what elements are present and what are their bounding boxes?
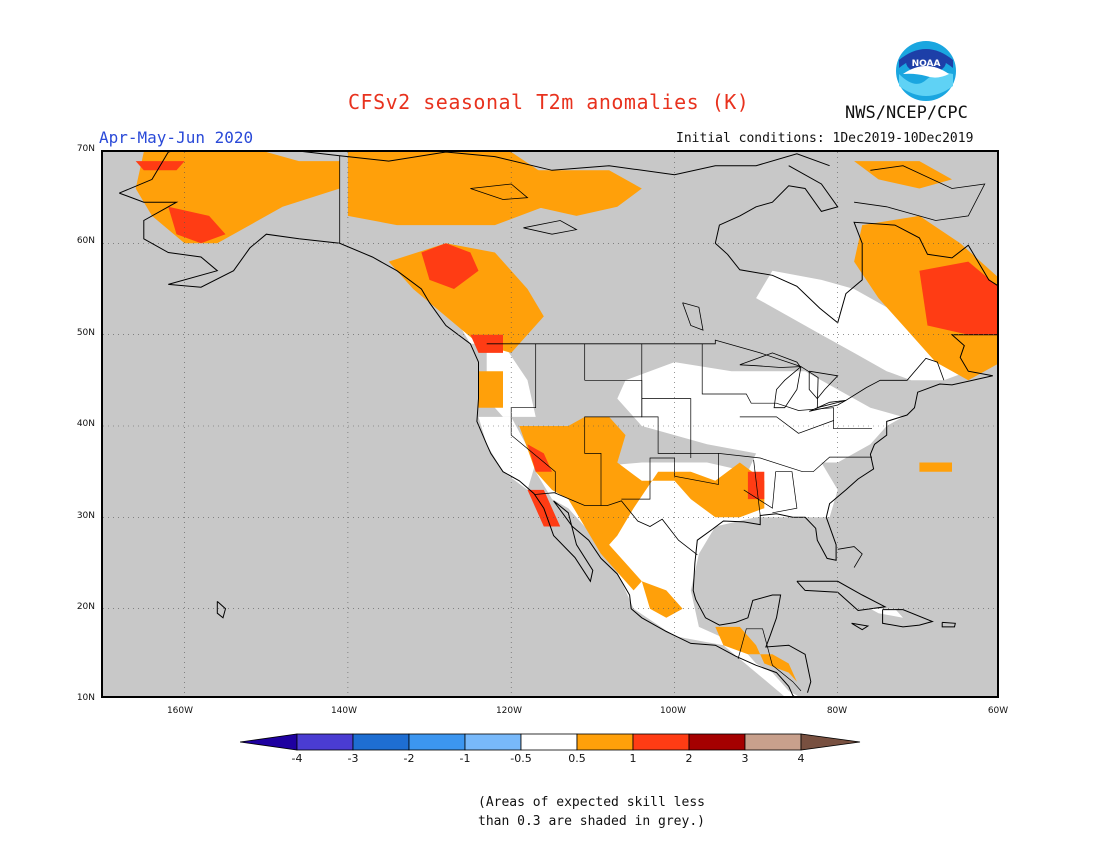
warm-region-central-america bbox=[715, 626, 797, 682]
coast-cuba bbox=[796, 580, 887, 612]
border-states-pacific bbox=[510, 343, 556, 493]
colorbar-bin-3 bbox=[408, 733, 466, 751]
border-mississippi-river bbox=[753, 459, 761, 516]
coast-jamaica bbox=[851, 622, 870, 631]
border-us-mexico bbox=[534, 492, 698, 556]
coast-bahamas bbox=[837, 546, 863, 568]
colorbar-tick: -3 bbox=[347, 752, 359, 765]
lake-erie bbox=[809, 400, 847, 412]
agency-label: NWS/NCEP/CPC bbox=[845, 103, 968, 123]
warm-region-yukon-nwt bbox=[347, 152, 552, 226]
colorbar-bin-1 bbox=[296, 733, 354, 751]
warm-region-nwt-east bbox=[527, 170, 642, 216]
colorbar-bin-6 bbox=[576, 733, 634, 751]
lat-label-50n: 50N bbox=[76, 328, 95, 338]
strong-warm-region-mississippi bbox=[747, 471, 765, 500]
colorbar-tick: -0.5 bbox=[510, 752, 532, 765]
white-region-california bbox=[478, 416, 536, 490]
colorbar-tick: -4 bbox=[291, 752, 303, 765]
border-states-ohio-valley bbox=[739, 416, 834, 434]
lat-label-30n: 30N bbox=[76, 511, 95, 521]
noaa-logo: NOAA bbox=[895, 40, 957, 106]
anomaly-map-svg bbox=[103, 152, 997, 696]
coast-atlantic-gulf bbox=[692, 221, 997, 693]
lake-huron bbox=[808, 370, 839, 400]
colorbar-tick: -2 bbox=[403, 752, 415, 765]
coast-hawaii bbox=[216, 601, 227, 619]
colorbar-bin-8 bbox=[688, 733, 746, 751]
lon-label-120w: 120W bbox=[495, 706, 523, 716]
skill-footnote: (Areas of expected skill less than 0.3 a… bbox=[478, 793, 705, 831]
coast-pacific bbox=[119, 192, 795, 696]
lon-label-80w: 80W bbox=[826, 706, 848, 716]
colorbar bbox=[239, 733, 862, 755]
lon-label-140w: 140W bbox=[330, 706, 358, 716]
initial-conditions-label: Initial conditions: 1Dec2019-10Dec2019 bbox=[676, 131, 974, 146]
colorbar-tick: 4 bbox=[797, 752, 805, 765]
colorbar-tick: 1 bbox=[629, 752, 637, 765]
lake-superior bbox=[739, 352, 801, 368]
colorbar-svg bbox=[239, 733, 861, 751]
warm-region-oregon bbox=[478, 371, 503, 408]
border-us-canada bbox=[486, 339, 945, 409]
lon-label-160w: 160W bbox=[166, 706, 194, 716]
colorbar-bin-7 bbox=[632, 733, 690, 751]
noaa-logo-text: NOAA bbox=[912, 59, 941, 69]
lat-label-10n: 10N bbox=[76, 693, 95, 703]
lake-winnipeg bbox=[682, 302, 704, 331]
border-central-america bbox=[737, 628, 802, 692]
colorbar-tick: -1 bbox=[459, 752, 471, 765]
map-title: CFSv2 seasonal T2m anomalies (K) bbox=[348, 90, 750, 114]
colorbar-tick: 3 bbox=[741, 752, 749, 765]
great-bear-lake bbox=[470, 183, 529, 200]
lon-label-60w: 60W bbox=[987, 706, 1009, 716]
border-states-midwest bbox=[701, 343, 872, 430]
coast-puerto-rico bbox=[941, 621, 956, 628]
lat-label-40n: 40N bbox=[76, 419, 95, 429]
colorbar-bin-5 bbox=[520, 733, 578, 751]
colorbar-bin-2 bbox=[352, 733, 410, 751]
warm-region-baffin bbox=[854, 161, 952, 189]
strong-warm-region-nevada bbox=[527, 444, 552, 472]
skill-footnote-line2: than 0.3 are shaded in grey.) bbox=[478, 814, 705, 829]
coastlines-and-borders bbox=[119, 152, 997, 696]
strong-warm-region-labrador bbox=[919, 261, 997, 335]
lake-michigan bbox=[773, 366, 802, 409]
border-states-south bbox=[718, 453, 872, 473]
strong-warm-region-sw-alaska bbox=[168, 206, 226, 244]
colorbar-bin-0 bbox=[239, 733, 298, 751]
colorbar-bin-9 bbox=[744, 733, 802, 751]
noaa-logo-icon: NOAA bbox=[896, 41, 956, 101]
border-states-southeast bbox=[743, 471, 798, 514]
strong-warm-region-nbc bbox=[421, 243, 479, 289]
great-slave-lake bbox=[523, 220, 578, 235]
colorbar-bin-4 bbox=[464, 733, 522, 751]
border-states-plains bbox=[584, 379, 719, 500]
lat-label-70n: 70N bbox=[76, 144, 95, 154]
season-label: Apr-May-Jun 2020 bbox=[99, 128, 254, 147]
lat-label-20n: 20N bbox=[76, 602, 95, 612]
coast-hispaniola bbox=[882, 609, 934, 628]
warm-region-central-mexico bbox=[641, 581, 683, 618]
colorbar-tick: 2 bbox=[685, 752, 693, 765]
anomaly-map bbox=[101, 150, 999, 698]
lon-label-100w: 100W bbox=[659, 706, 687, 716]
coast-hudson-west bbox=[714, 165, 839, 244]
white-region-central-us bbox=[617, 362, 903, 463]
colorbar-tick: 0.5 bbox=[568, 752, 586, 765]
warm-region-sonora bbox=[576, 508, 642, 591]
lat-label-60n: 60N bbox=[76, 236, 95, 246]
skill-footnote-line1: (Areas of expected skill less bbox=[478, 795, 705, 810]
warm-region-atlantic-small bbox=[919, 462, 952, 472]
warm-region-southwest bbox=[519, 416, 765, 554]
border-states-central bbox=[641, 398, 692, 458]
coast-baffin-south bbox=[854, 165, 986, 221]
colorbar-bin-10 bbox=[800, 733, 861, 751]
white-region-caribbean bbox=[870, 608, 903, 618]
coast-arctic bbox=[119, 152, 830, 194]
